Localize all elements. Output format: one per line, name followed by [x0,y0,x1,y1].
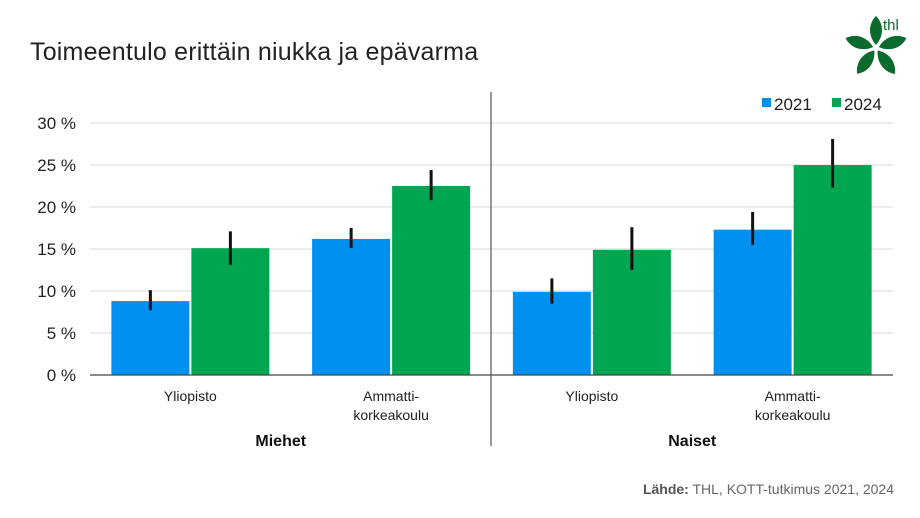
bar-2024 [793,165,872,375]
y-tick-label: 25 % [37,156,76,175]
y-tick-label: 5 % [47,324,76,343]
source-label: Lähde: [642,481,689,497]
x-category-label: Yliopisto [565,388,618,404]
source-text: THL, KOTT-tutkimus 2021, 2024 [688,481,894,497]
logo-leaf [878,35,907,50]
x-category-label: Yliopisto [164,388,217,404]
x-category-label: korkeakoulu [353,407,429,423]
legend-label: 2021 [774,95,812,114]
chart-title: Toimeentulo erittäin niukka ja epävarma [30,38,479,66]
y-tick-label: 20 % [37,198,76,217]
x-category-label: Ammatti- [363,388,419,404]
logo-text: thl [883,17,899,34]
x-category-label: Ammatti- [765,388,821,404]
logo-leaf [870,16,882,45]
bar-2021 [713,229,792,375]
bar-2021 [512,291,591,375]
bar-chart: 0 % 5 % 10 % 15 % 20 % 25 % 30 % Yliopisto Ammat… [37,92,893,450]
logo-leaf [877,50,896,74]
bar-2021 [111,301,190,375]
y-tick-label: 10 % [37,282,76,301]
group-label: Miehet [255,433,306,450]
bar-2021 [312,238,391,375]
logo-leaf [856,50,875,74]
x-category-label: korkeakoulu [755,407,831,423]
legend-label: 2024 [844,95,882,114]
source-note: Lähde: THL, KOTT-tutkimus 2021, 2024 [643,481,894,497]
legend-swatch [762,98,771,107]
bar-2024 [191,248,270,375]
bar-2024 [392,186,471,375]
group-label: Naiset [668,433,717,450]
y-tick-label: 15 % [37,240,76,259]
thl-logo: thl [845,16,907,74]
bar-2024 [592,249,671,375]
logo-leaf [845,35,874,50]
legend-swatch [832,98,841,107]
y-tick-label: 0 % [47,366,76,385]
y-tick-label: 30 % [37,114,76,133]
